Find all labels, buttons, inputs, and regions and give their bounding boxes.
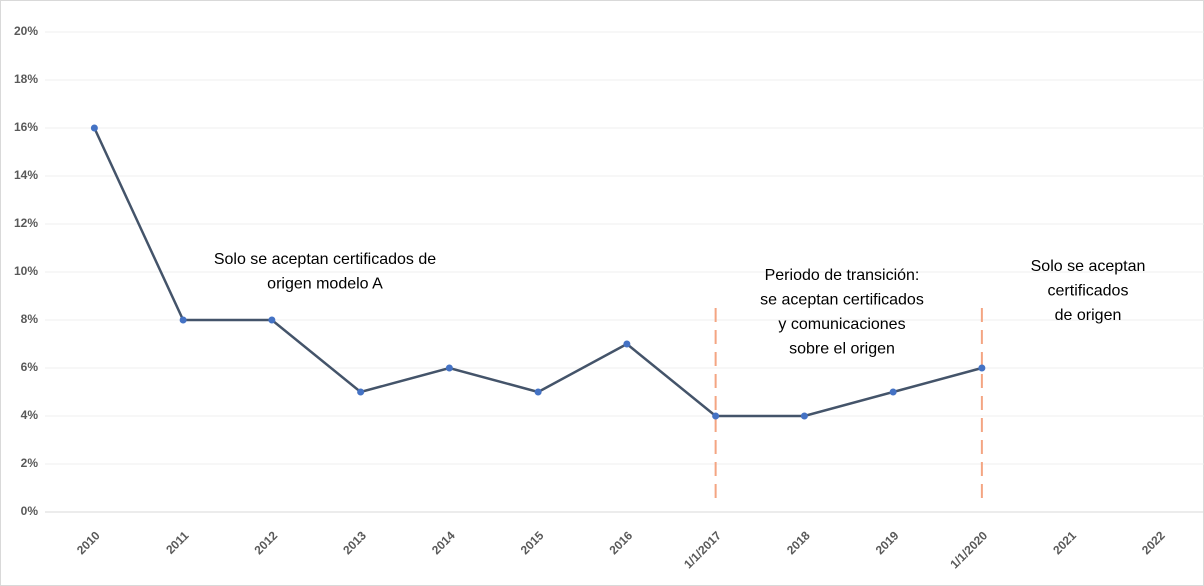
data-point <box>889 388 897 396</box>
annotation: Solo se aceptan certificados de <box>214 251 436 268</box>
data-point <box>179 316 187 324</box>
y-tick-label: 18% <box>14 72 38 86</box>
y-tick-label: 12% <box>14 216 38 230</box>
data-point <box>800 412 808 420</box>
annotation: de origen <box>1055 307 1122 324</box>
data-point <box>534 388 542 396</box>
y-tick-label: 10% <box>14 264 38 278</box>
annotation: Solo se aceptan <box>1031 258 1146 275</box>
y-tick-label: 14% <box>14 168 38 182</box>
data-point <box>357 388 365 396</box>
annotation: sobre el origen <box>789 341 895 358</box>
y-tick-label: 2% <box>21 456 39 470</box>
annotation: certificados <box>1048 283 1129 300</box>
y-tick-label: 6% <box>21 360 39 374</box>
y-tick-label: 8% <box>21 312 39 326</box>
data-point <box>90 124 98 132</box>
y-tick-label: 20% <box>14 24 38 38</box>
data-point <box>623 340 631 348</box>
data-point <box>978 364 986 372</box>
data-point <box>712 412 720 420</box>
annotation: origen modelo A <box>267 276 383 293</box>
y-tick-label: 16% <box>14 120 38 134</box>
annotation: se aceptan certificados <box>760 292 924 309</box>
annotation: y comunicaciones <box>778 316 905 333</box>
annotation: Periodo de transición: <box>765 267 920 284</box>
y-tick-label: 4% <box>21 408 39 422</box>
data-point <box>445 364 453 372</box>
data-point <box>268 316 276 324</box>
y-tick-label: 0% <box>21 504 39 518</box>
